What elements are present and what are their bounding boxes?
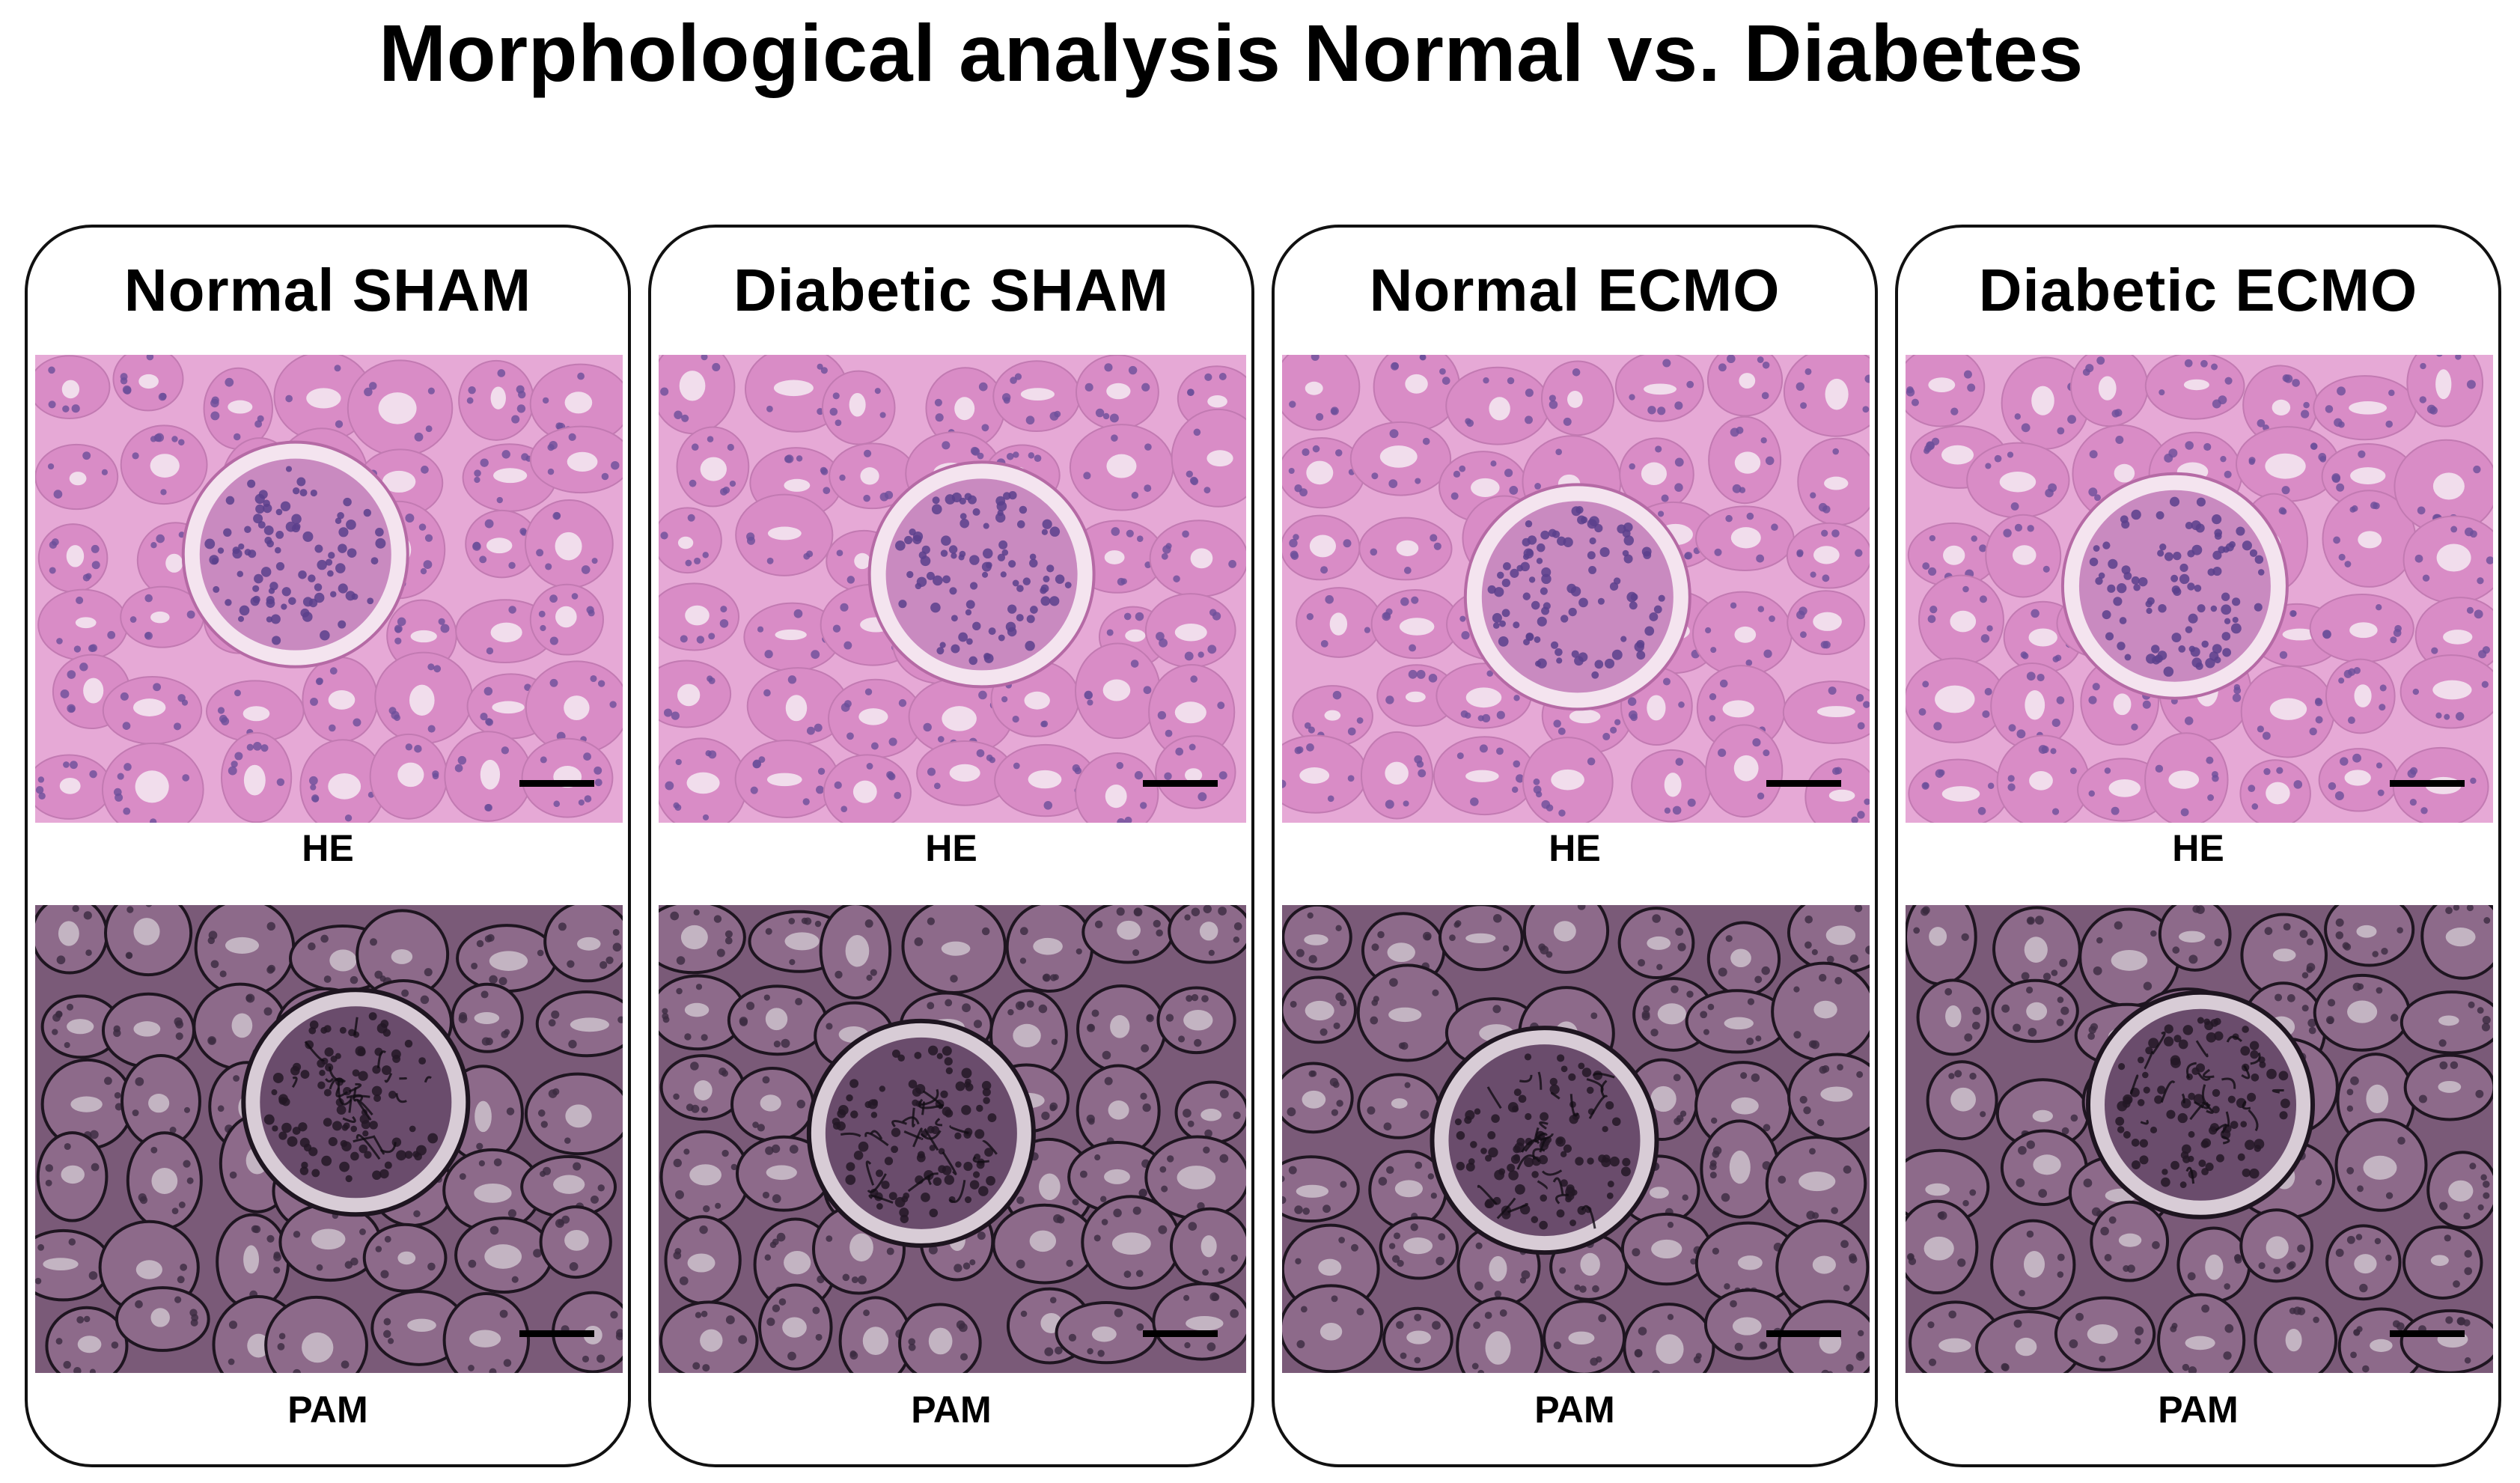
panel-normal-sham: Normal SHAM HE PAM xyxy=(25,225,631,1467)
scale-bar xyxy=(1766,1330,1841,1337)
scale-bar xyxy=(2390,780,2465,787)
panel-diabetic-ecmo: Diabetic ECMO HE PAM xyxy=(1895,225,2501,1467)
pam-tissue-image xyxy=(1906,905,2493,1373)
panel-normal-ecmo: Normal ECMO HE PAM xyxy=(1272,225,1878,1467)
he-label: HE xyxy=(302,827,354,869)
figure-title: Morphological analysis Normal vs. Diabet… xyxy=(379,7,2084,98)
pam-label: PAM xyxy=(2158,1389,2239,1431)
pam-label: PAM xyxy=(911,1389,992,1431)
pam-micrograph xyxy=(1282,905,1870,1373)
pam-label: PAM xyxy=(1534,1389,1615,1431)
he-micrograph xyxy=(1282,355,1870,823)
he-micrograph xyxy=(35,355,623,823)
scale-bar xyxy=(1143,1330,1218,1337)
scale-bar xyxy=(519,780,594,787)
he-tissue-image xyxy=(1282,355,1870,823)
scale-bar xyxy=(1143,780,1218,787)
panel-title: Diabetic ECMO xyxy=(1978,257,2418,323)
he-tissue-image xyxy=(35,355,623,823)
panel-title: Diabetic SHAM xyxy=(733,257,1169,323)
pam-tissue-image xyxy=(35,905,623,1373)
panel-title: Normal ECMO xyxy=(1369,257,1781,323)
he-tissue-image xyxy=(659,355,1246,823)
scale-bar xyxy=(519,1330,594,1337)
he-label: HE xyxy=(925,827,977,869)
scale-bar xyxy=(2390,1330,2465,1337)
pam-label: PAM xyxy=(287,1389,368,1431)
pam-micrograph xyxy=(659,905,1246,1373)
panel-diabetic-sham: Diabetic SHAM HE PAM xyxy=(648,225,1254,1467)
he-micrograph xyxy=(1906,355,2493,823)
he-label: HE xyxy=(1549,827,1601,869)
pam-micrograph xyxy=(35,905,623,1373)
scale-bar xyxy=(1766,780,1841,787)
he-label: HE xyxy=(2172,827,2224,869)
he-micrograph xyxy=(659,355,1246,823)
pam-tissue-image xyxy=(1282,905,1870,1373)
he-tissue-image xyxy=(1906,355,2493,823)
pam-micrograph xyxy=(1906,905,2493,1373)
pam-tissue-image xyxy=(659,905,1246,1373)
panel-title: Normal SHAM xyxy=(123,257,532,323)
